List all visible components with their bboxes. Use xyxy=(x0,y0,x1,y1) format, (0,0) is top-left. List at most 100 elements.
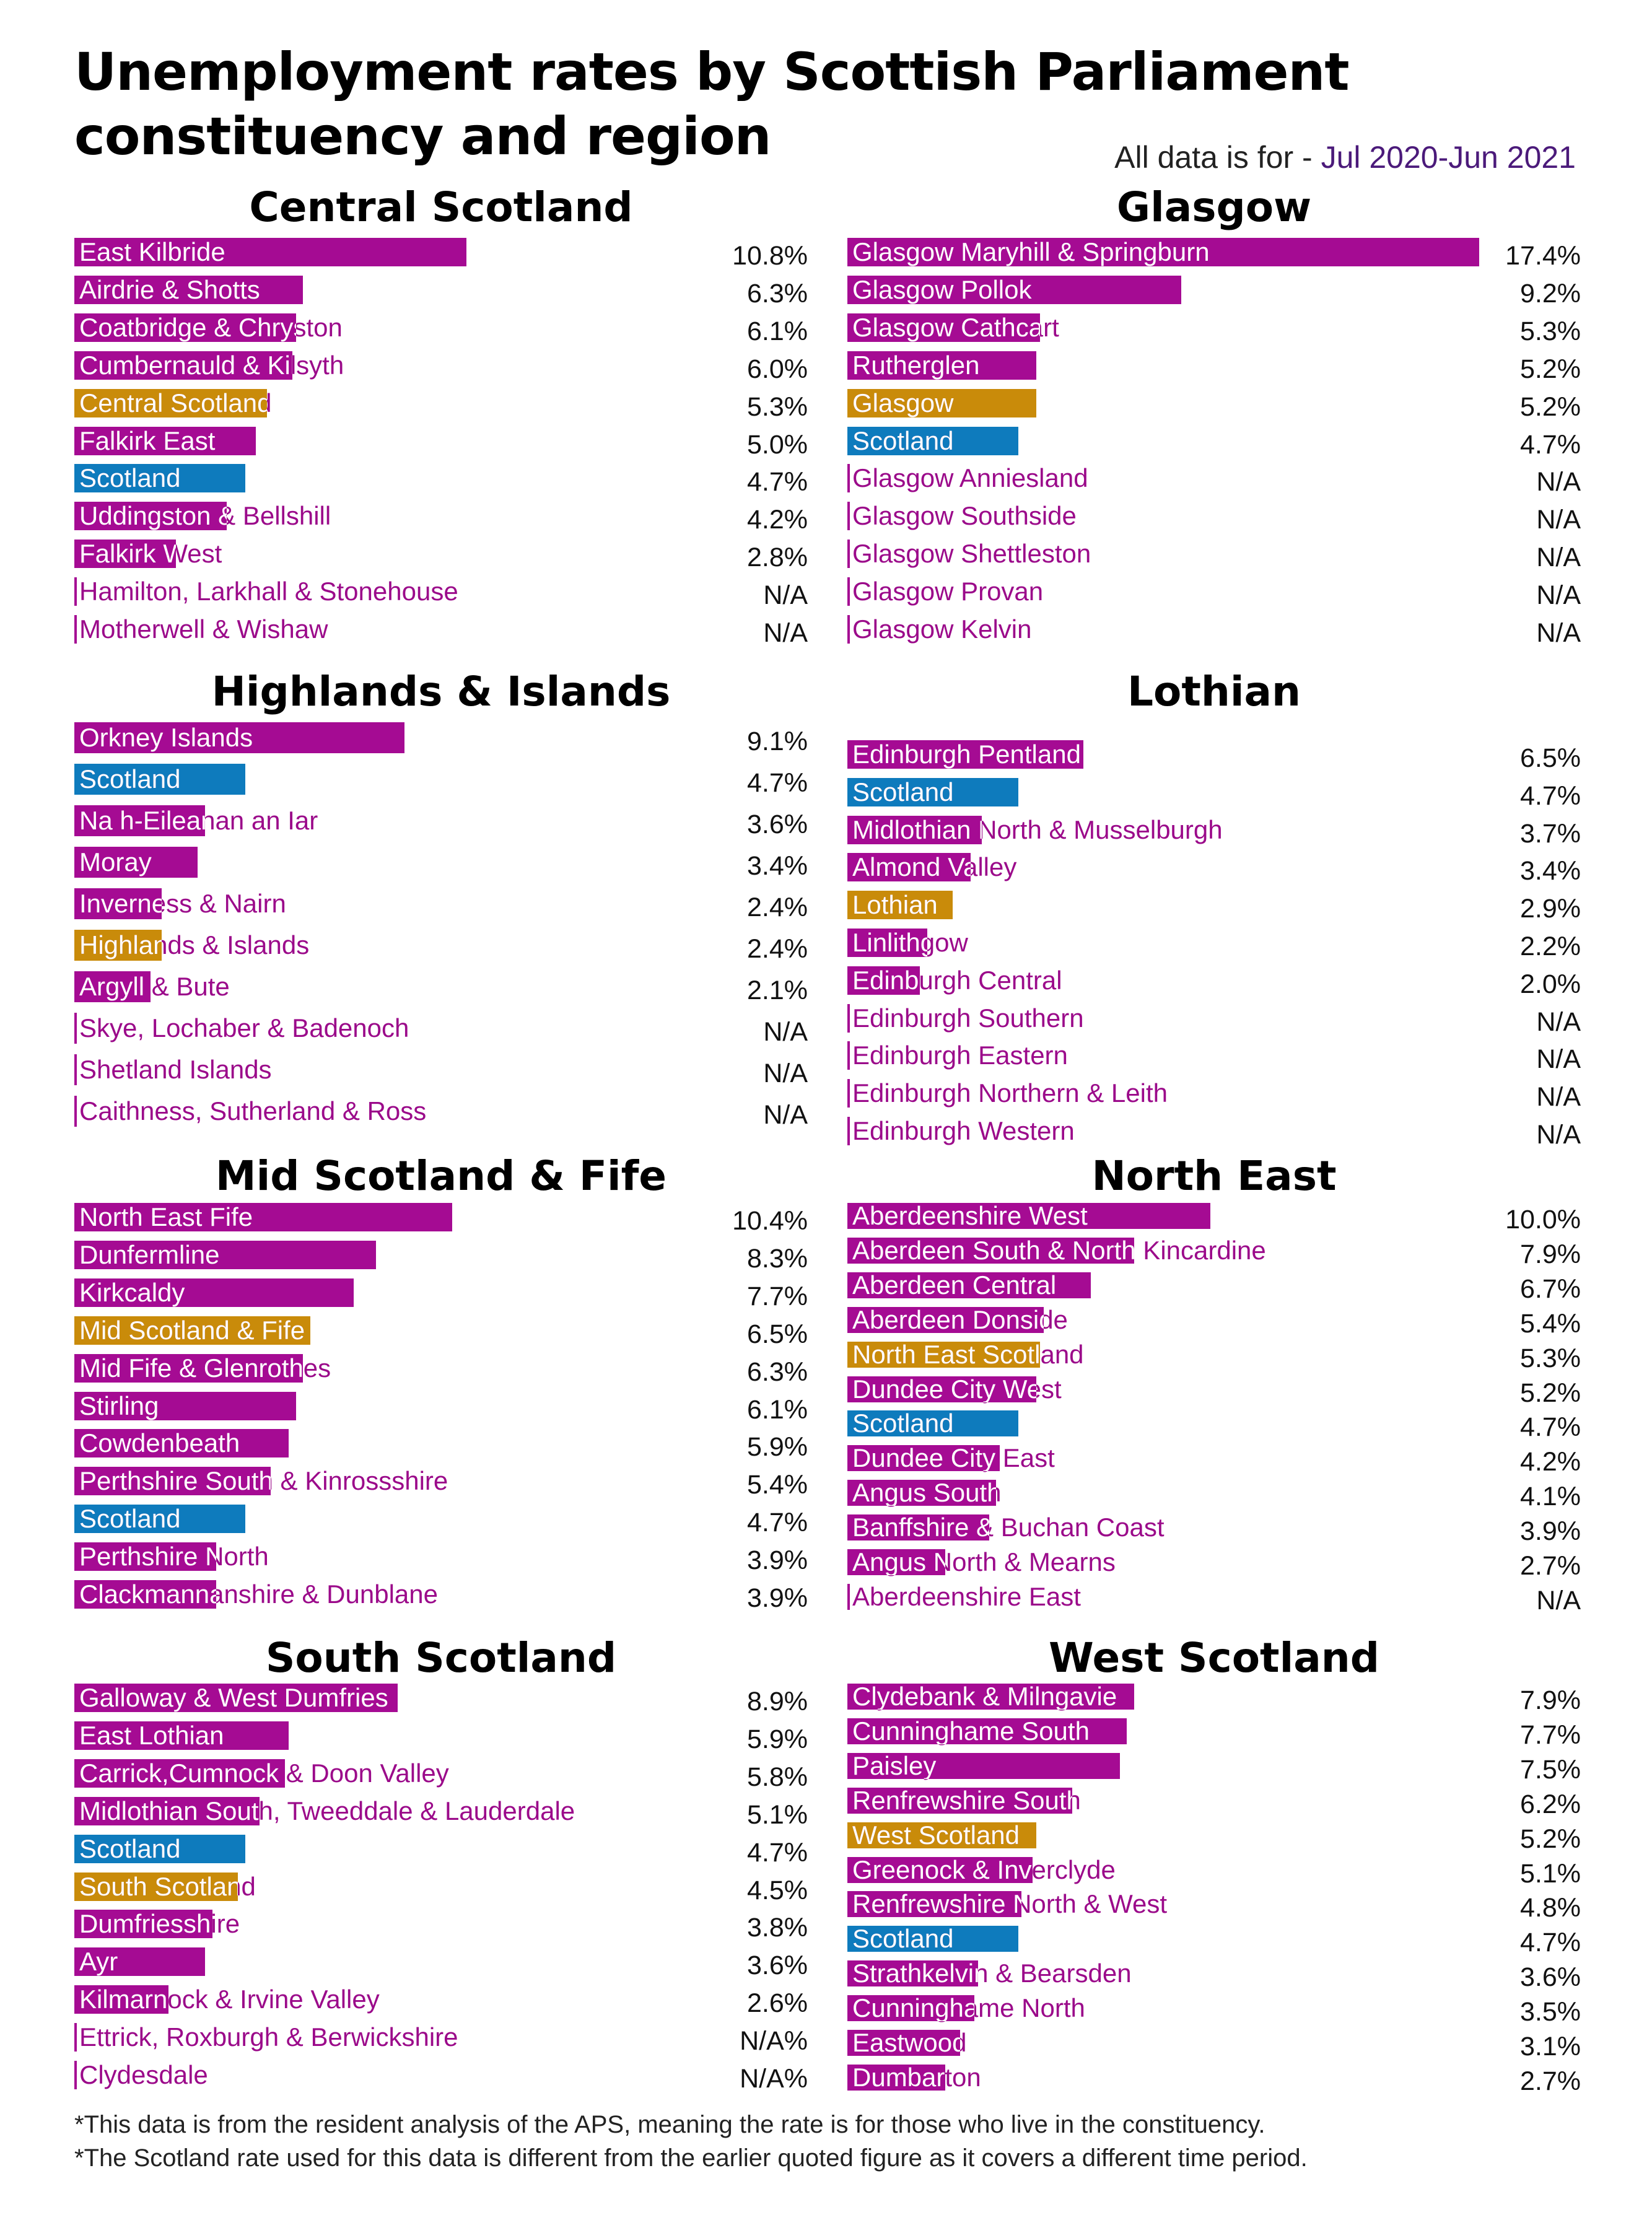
bar-row: Rutherglen Rutherglen 5.2% xyxy=(847,351,1581,383)
bar-row: East Lothian East Lothian 5.9% xyxy=(74,1721,808,1754)
bar-label-on-bar: Coatbridge & Chryston xyxy=(79,313,296,342)
bar-label-overlay: Glasgow Southside xyxy=(847,502,850,530)
bar xyxy=(847,577,850,606)
bar xyxy=(847,1003,850,1033)
bar-label-overlay: Falkirk East xyxy=(74,427,256,455)
value-label: 4.7% xyxy=(1519,1412,1581,1443)
bar-label: Skye, Lochaber & Badenoch xyxy=(79,1013,409,1042)
bar-row: Moray Moray 3.4% xyxy=(74,847,808,881)
bar xyxy=(74,1985,168,2014)
bar-row: Clackmannanshire & DunblaneClackmannansh… xyxy=(74,1580,808,1612)
bar-label-on-bar: Glasgow Pollok xyxy=(852,275,1032,304)
bar-label-on-bar: Rutherglen xyxy=(852,351,980,380)
value-label: 4.7% xyxy=(746,1837,808,1868)
bar-row: Renfrewshire South Renfrewshire South 6.2% xyxy=(847,1787,1581,1817)
bar-label-overlay: Dumbarton xyxy=(847,2065,945,2091)
bar-label-overlay: Central Scotland xyxy=(74,389,267,417)
bar-row: Falkirk East Falkirk East 5.0% xyxy=(74,426,808,459)
bar-label-overlay: Eastwood xyxy=(847,2030,960,2056)
bar-row: LinlithgowLinlithgow2.2% xyxy=(847,929,1581,961)
bar-label-overlay: Stirling xyxy=(74,1392,296,1420)
value-label: N/A xyxy=(763,1100,808,1130)
panel-title: South Scotland xyxy=(265,1634,617,1682)
panel-title: Central Scotland xyxy=(249,183,633,231)
bar-label-on-bar: Scotland xyxy=(852,426,954,455)
bar-label-overlay: North East Scotland xyxy=(847,1342,1040,1368)
value-label: 5.0% xyxy=(746,429,808,460)
bar-label-overlay: Moray xyxy=(74,847,198,878)
bar-label-on-bar: Kirkcaldy xyxy=(79,1278,185,1307)
bar-label-overlay: Carrick,Cumnock & Doon Valley xyxy=(74,1759,285,1788)
bar-label-overlay: Angus North & Mearns xyxy=(847,1549,945,1575)
value-label: 4.5% xyxy=(746,1875,808,1905)
bar-row: Scotland Scotland 4.7% xyxy=(74,1505,808,1537)
bar-row: Inverness & NairnInverness & Nairn2.4% xyxy=(74,888,808,922)
bar-label-on-bar: Dumbarton xyxy=(852,2064,945,2091)
value-label: 5.4% xyxy=(1519,1308,1581,1339)
bar-row: Stirling Stirling 6.1% xyxy=(74,1391,808,1424)
bar-label-on-bar: Glasgow xyxy=(852,388,954,417)
bar xyxy=(847,777,1018,806)
bar-row: Scotland Scotland 4.7% xyxy=(74,464,808,496)
bar-label: Glasgow Shettleston xyxy=(852,539,1091,569)
bar-label-overlay: Almond Valley xyxy=(847,853,971,881)
bar-label-overlay: Edinburgh Western xyxy=(847,1117,850,1145)
bar-label: Edinburgh Southern xyxy=(852,1003,1084,1033)
value-label: N/A xyxy=(763,1059,808,1088)
bar-label-on-bar: Aberdeenshire West xyxy=(852,1203,1088,1229)
bar-label-overlay: East Lothian xyxy=(74,1721,289,1750)
footnote-1: *This data is from the resident analysis… xyxy=(74,2111,1265,2138)
bar-label-on-bar: Aberdeen Donside xyxy=(852,1306,1044,1333)
bar xyxy=(847,540,850,569)
bar-row: Edinburgh EasternEdinburgh Eastern N/A xyxy=(847,1041,1581,1073)
bar xyxy=(847,502,850,531)
bar-label-on-bar: Dunfermline xyxy=(79,1240,220,1269)
value-label: 3.4% xyxy=(746,851,808,881)
bar-row: DumbartonDumbarton2.7% xyxy=(847,2064,1581,2094)
value-label: 4.1% xyxy=(1519,1482,1581,1512)
bar xyxy=(847,2030,960,2056)
bar-label: Glasgow Southside xyxy=(852,501,1077,531)
bar-row: West Scotland West Scotland 5.2% xyxy=(847,1822,1581,1852)
value-label: 4.7% xyxy=(1519,429,1581,460)
bar-label-overlay: Clackmannanshire & Dunblane xyxy=(74,1580,216,1609)
value-label: 2.4% xyxy=(746,893,808,922)
bar-row: Midlothian North & Musselburgh Midlothian… xyxy=(847,815,1581,848)
bar xyxy=(847,313,1040,342)
bar-row: Mid Scotland & Fife Mid Scotland & Fife 6.… xyxy=(74,1316,808,1348)
value-label: 2.9% xyxy=(1519,894,1581,924)
bar xyxy=(74,577,77,606)
bar-label-overlay: Edinburgh Southern xyxy=(847,1004,850,1033)
value-label: N/A xyxy=(763,1017,808,1047)
value-label: 4.2% xyxy=(1519,1447,1581,1477)
bar-row: Central Scotland Central Scotland 5.3% xyxy=(74,388,808,421)
chart-title-line2: constituency and region xyxy=(74,106,771,167)
bar-label-overlay: Glasgow Cathcart xyxy=(847,313,1040,342)
bar-row: Caithness, Sutherland & RossCaithness, S… xyxy=(74,1096,808,1130)
bar-label-overlay: Strathkelvin & Bearsden xyxy=(847,1960,978,1986)
bar-row: Glasgow Cathcart Glasgow Cathcart 5.3% xyxy=(847,313,1581,346)
bar-label-on-bar: Eastwood xyxy=(852,2030,960,2056)
bar xyxy=(74,275,303,304)
bar-label-overlay: Glasgow Anniesland xyxy=(847,464,850,492)
bar-label-overlay: East Kilbride xyxy=(74,238,466,266)
bar-label-on-bar: Dumfriesshire xyxy=(79,1910,212,1939)
bar xyxy=(74,888,162,919)
bar xyxy=(74,1013,77,1044)
bar-row: Edinburgh WesternEdinburgh Western N/A xyxy=(847,1117,1581,1149)
bar xyxy=(847,615,850,644)
bar xyxy=(847,1480,996,1506)
bar-label-overlay: Cunninghame South xyxy=(847,1718,1127,1744)
bar-row: Eastwood Eastwood 3.1% xyxy=(847,2030,1581,2060)
bar-row: North East Fife North East Fife 10.4% xyxy=(74,1203,808,1235)
bar-label-overlay: Inverness & Nairn xyxy=(74,888,162,919)
bar xyxy=(74,1203,452,1231)
bar-label-on-bar: Almond Valley xyxy=(852,853,971,882)
value-label: N/A xyxy=(763,580,808,611)
bar xyxy=(74,1872,238,1901)
